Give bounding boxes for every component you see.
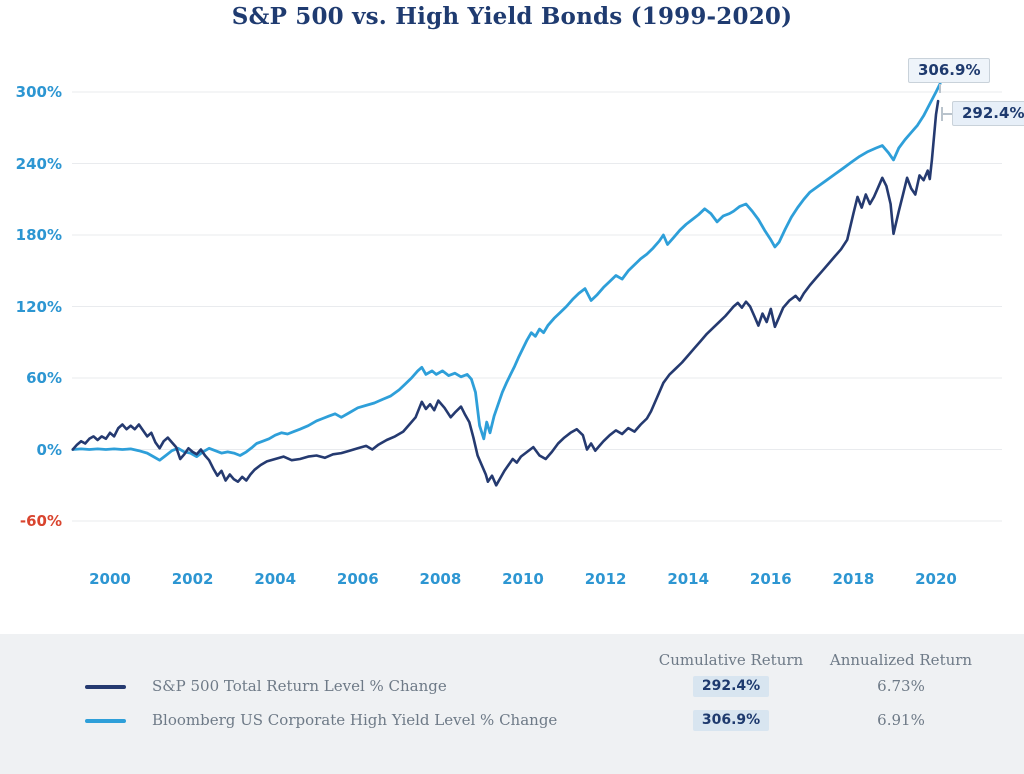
y-axis-tick-label: 120% — [15, 297, 62, 316]
y-axis-tick-label: 300% — [15, 83, 62, 101]
y-axis-tick-label: 0% — [36, 440, 62, 459]
x-axis-tick-label: 2014 — [667, 570, 710, 588]
y-axis-tick-label: -60% — [19, 512, 62, 530]
y-axis-tick-label: 60% — [26, 369, 62, 387]
sp500-annualized-value: 6.73% — [877, 677, 925, 695]
sp500-legend-label: S&P 500 Total Return Level % Change — [152, 677, 447, 695]
highyield-line — [71, 82, 942, 462]
y-axis-tick-label: 180% — [15, 226, 62, 244]
sp500-cumulative-chip: 292.4% — [651, 675, 811, 697]
x-axis-tick-label: 2000 — [89, 570, 131, 588]
sp500-cumulative-value: 292.4% — [692, 676, 770, 697]
y-axis-tick-label: 240% — [15, 154, 62, 173]
sp500-callout-connector — [941, 113, 952, 115]
x-axis-tick-label: 2006 — [336, 570, 379, 588]
chart-title: S&P 500 vs. High Yield Bonds (1999-2020) — [231, 3, 793, 30]
highyield-annualized-value: 6.91% — [877, 711, 925, 729]
annualized-return-header: Annualized Return — [829, 651, 973, 669]
x-axis-tick-label: 2012 — [584, 570, 627, 588]
highyield-legend-label: Bloomberg US Corporate High Yield Level … — [152, 711, 558, 729]
highyield-cumulative-value: 306.9% — [692, 710, 770, 731]
hy-endpoint-callout: 306.9% — [908, 58, 991, 83]
sp500-callout-connector-tick — [941, 107, 943, 121]
legend-panel: Cumulative Return Annualized Return — [0, 634, 1024, 774]
cumulative-return-header: Cumulative Return — [658, 651, 804, 669]
legend-row-sp500: S&P 500 Total Return Level % Change 292.… — [0, 674, 1024, 700]
sp500-endpoint-value: 292.4% — [962, 104, 1024, 122]
highyield-cumulative-chip: 306.9% — [651, 709, 811, 731]
hy-endpoint-value: 306.9% — [918, 61, 981, 79]
sp500-endpoint-callout: 292.4% — [952, 101, 1024, 126]
x-axis-tick-label: 2010 — [502, 570, 544, 588]
chart-svg — [71, 82, 1002, 522]
chart-plot-area: 306.9% 292.4% 300% 240% 180% 120% 60% 0% -60% 2… — [15, 58, 1024, 588]
legend-row-highyield: Bloomberg US Corporate High Yield Level … — [0, 708, 1024, 734]
x-axis-tick-label: 2008 — [419, 570, 462, 588]
x-axis-tick-label: 2018 — [832, 570, 875, 588]
x-axis-tick-label: 2004 — [254, 570, 297, 588]
hy-callout-connector — [939, 84, 941, 93]
x-axis-tick-label: 2020 — [915, 570, 957, 588]
highyield-line-swatch — [85, 719, 126, 723]
sp500-line — [71, 99, 940, 487]
x-axis-tick-label: 2002 — [171, 570, 214, 588]
x-axis-tick-label: 2016 — [749, 570, 792, 588]
sp500-line-swatch — [85, 685, 126, 689]
